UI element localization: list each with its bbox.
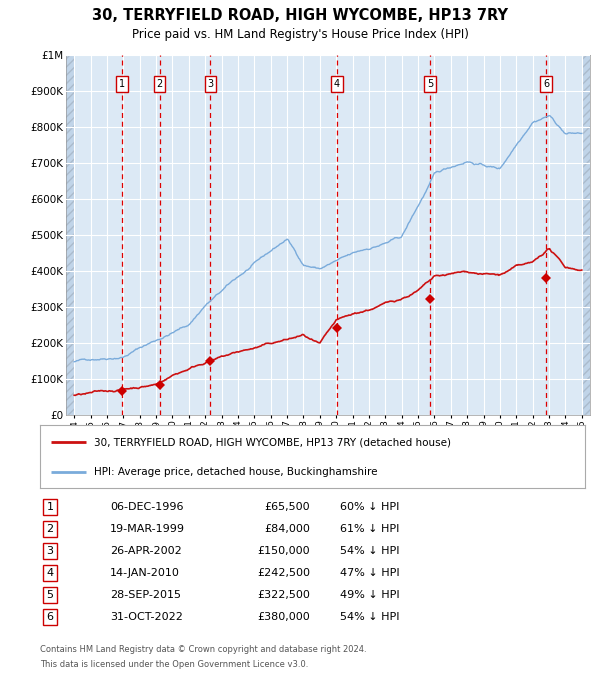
Text: 3: 3 (208, 79, 214, 89)
Text: 5: 5 (427, 79, 433, 89)
Text: £65,500: £65,500 (265, 502, 310, 512)
Text: 31-OCT-2022: 31-OCT-2022 (110, 612, 183, 622)
Text: 6: 6 (47, 612, 53, 622)
Text: 30, TERRYFIELD ROAD, HIGH WYCOMBE, HP13 7RY (detached house): 30, TERRYFIELD ROAD, HIGH WYCOMBE, HP13 … (95, 437, 452, 447)
Text: £322,500: £322,500 (257, 590, 310, 600)
Text: 60% ↓ HPI: 60% ↓ HPI (340, 502, 400, 512)
Bar (66, 55, 74, 415)
Text: £380,000: £380,000 (257, 612, 310, 622)
Text: 6: 6 (543, 79, 550, 89)
Text: £150,000: £150,000 (257, 546, 310, 556)
Text: 61% ↓ HPI: 61% ↓ HPI (340, 524, 400, 534)
Text: 49% ↓ HPI: 49% ↓ HPI (340, 590, 400, 600)
Text: 19-MAR-1999: 19-MAR-1999 (110, 524, 185, 534)
Text: £242,500: £242,500 (257, 568, 310, 578)
Text: 14-JAN-2010: 14-JAN-2010 (110, 568, 180, 578)
Text: This data is licensed under the Open Government Licence v3.0.: This data is licensed under the Open Gov… (40, 660, 308, 669)
Text: 54% ↓ HPI: 54% ↓ HPI (340, 546, 400, 556)
Text: 54% ↓ HPI: 54% ↓ HPI (340, 612, 400, 622)
Text: 2: 2 (46, 524, 53, 534)
Text: 2: 2 (157, 79, 163, 89)
Text: 1: 1 (47, 502, 53, 512)
Text: 4: 4 (46, 568, 53, 578)
Text: 5: 5 (47, 590, 53, 600)
Text: 47% ↓ HPI: 47% ↓ HPI (340, 568, 400, 578)
Bar (582, 55, 590, 415)
Text: HPI: Average price, detached house, Buckinghamshire: HPI: Average price, detached house, Buck… (95, 467, 378, 477)
Text: 30, TERRYFIELD ROAD, HIGH WYCOMBE, HP13 7RY: 30, TERRYFIELD ROAD, HIGH WYCOMBE, HP13 … (92, 8, 508, 23)
Text: 28-SEP-2015: 28-SEP-2015 (110, 590, 181, 600)
Text: 06-DEC-1996: 06-DEC-1996 (110, 502, 184, 512)
Text: £84,000: £84,000 (264, 524, 310, 534)
Text: 26-APR-2002: 26-APR-2002 (110, 546, 182, 556)
Text: 4: 4 (334, 79, 340, 89)
Text: Price paid vs. HM Land Registry's House Price Index (HPI): Price paid vs. HM Land Registry's House … (131, 28, 469, 41)
Text: Contains HM Land Registry data © Crown copyright and database right 2024.: Contains HM Land Registry data © Crown c… (40, 645, 367, 654)
Text: 3: 3 (47, 546, 53, 556)
Text: 1: 1 (119, 79, 125, 89)
